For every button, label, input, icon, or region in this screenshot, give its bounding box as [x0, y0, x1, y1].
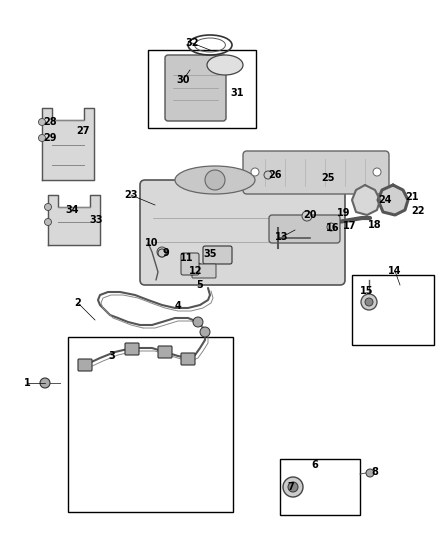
Polygon shape: [352, 185, 380, 215]
Circle shape: [373, 168, 381, 176]
FancyBboxPatch shape: [165, 55, 226, 121]
Text: 17: 17: [343, 221, 357, 231]
Text: 31: 31: [230, 88, 244, 98]
Text: 28: 28: [43, 117, 57, 127]
Circle shape: [251, 168, 259, 176]
FancyBboxPatch shape: [203, 246, 232, 264]
Text: 11: 11: [180, 253, 194, 263]
Text: 15: 15: [360, 286, 374, 296]
Text: 20: 20: [303, 210, 317, 220]
Circle shape: [288, 482, 298, 492]
Circle shape: [45, 219, 52, 225]
Text: 32: 32: [185, 38, 199, 48]
Text: 27: 27: [76, 126, 90, 136]
FancyBboxPatch shape: [269, 215, 340, 243]
FancyBboxPatch shape: [192, 264, 216, 278]
Text: 6: 6: [311, 460, 318, 470]
Bar: [68, 337, 233, 512]
FancyBboxPatch shape: [243, 151, 389, 194]
Text: 9: 9: [162, 248, 170, 258]
Text: 26: 26: [268, 170, 282, 180]
Bar: [280, 459, 360, 515]
Circle shape: [361, 294, 377, 310]
Circle shape: [157, 247, 167, 257]
FancyBboxPatch shape: [125, 343, 139, 355]
Circle shape: [205, 170, 225, 190]
Text: 23: 23: [124, 190, 138, 200]
Text: 21: 21: [405, 192, 419, 202]
Ellipse shape: [175, 166, 255, 194]
Polygon shape: [48, 195, 100, 245]
Circle shape: [366, 469, 374, 477]
Text: 34: 34: [65, 205, 79, 215]
Text: 13: 13: [275, 232, 289, 242]
Bar: [352, 275, 434, 345]
Text: 35: 35: [203, 249, 217, 259]
Text: 18: 18: [368, 220, 382, 230]
Text: 3: 3: [109, 351, 115, 361]
Text: 5: 5: [197, 280, 203, 290]
Circle shape: [190, 263, 204, 277]
Text: 2: 2: [74, 298, 81, 308]
Circle shape: [302, 211, 312, 221]
Circle shape: [182, 254, 190, 262]
Circle shape: [193, 317, 203, 327]
Text: 33: 33: [89, 215, 103, 225]
Text: 10: 10: [145, 238, 159, 248]
Ellipse shape: [207, 55, 243, 75]
Circle shape: [187, 265, 197, 275]
FancyBboxPatch shape: [140, 180, 345, 285]
Text: 7: 7: [288, 482, 294, 492]
Text: 29: 29: [43, 133, 57, 143]
Text: 24: 24: [378, 195, 392, 205]
FancyBboxPatch shape: [78, 359, 92, 371]
Text: 19: 19: [337, 208, 351, 218]
Text: 30: 30: [176, 75, 190, 85]
FancyBboxPatch shape: [181, 353, 195, 365]
Text: 25: 25: [321, 173, 335, 183]
Circle shape: [40, 378, 50, 388]
Circle shape: [365, 298, 373, 306]
Text: 4: 4: [175, 301, 181, 311]
Circle shape: [39, 118, 46, 125]
Text: 12: 12: [189, 266, 203, 276]
Circle shape: [283, 477, 303, 497]
Circle shape: [200, 327, 210, 337]
Circle shape: [327, 223, 335, 231]
Circle shape: [264, 171, 272, 179]
Circle shape: [158, 249, 166, 257]
FancyBboxPatch shape: [158, 346, 172, 358]
Circle shape: [45, 204, 52, 211]
Polygon shape: [42, 108, 94, 180]
Text: 14: 14: [388, 266, 402, 276]
FancyBboxPatch shape: [181, 253, 199, 275]
Text: 16: 16: [326, 223, 340, 233]
Bar: [148, 50, 256, 128]
Circle shape: [39, 134, 46, 141]
Text: 22: 22: [411, 206, 425, 216]
Text: 1: 1: [24, 378, 30, 388]
Text: 8: 8: [371, 467, 378, 477]
Polygon shape: [378, 185, 408, 215]
